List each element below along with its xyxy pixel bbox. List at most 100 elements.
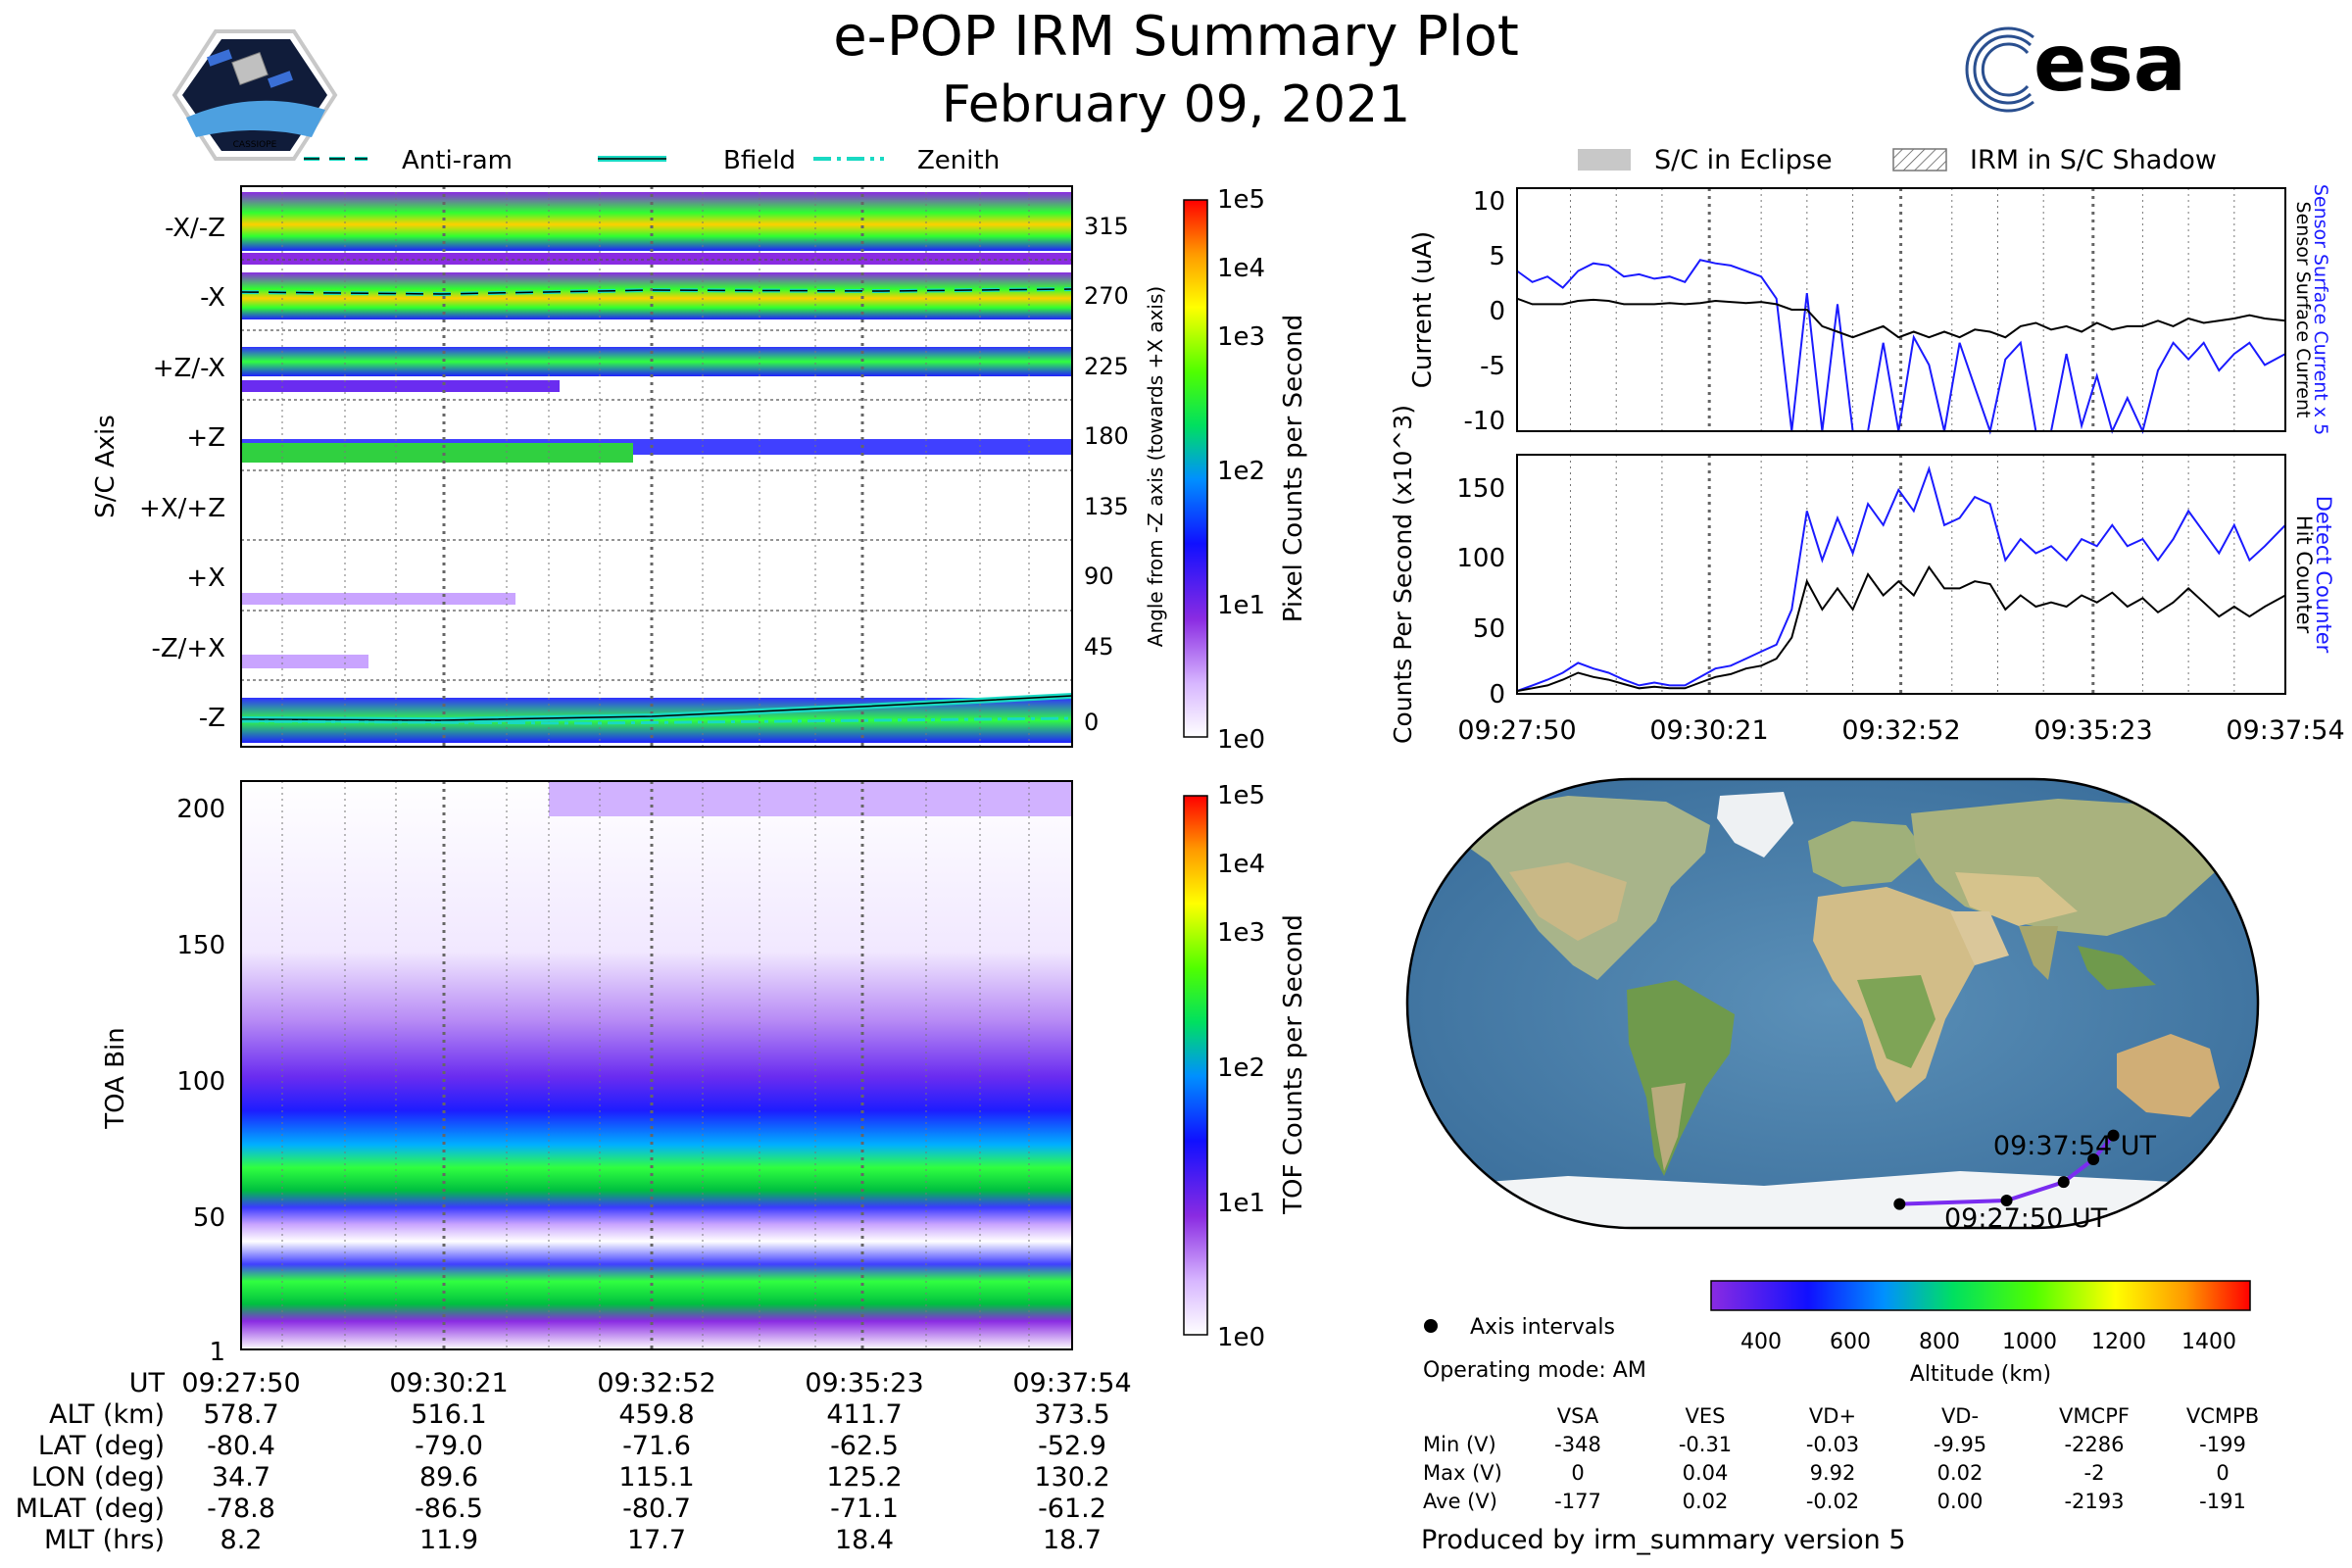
ephem-row-label: MLAT (deg) <box>16 1494 165 1524</box>
pixel-cb-tick-1e5: 1e5 <box>1217 185 1265 215</box>
angle-tick-315: 315 <box>1084 213 1129 240</box>
axis-label-xpz: +X/+Z <box>139 494 225 523</box>
axis-label-mzx: -Z/+X <box>151 634 225 663</box>
volt-row-label: Min (V) <box>1423 1433 1496 1456</box>
pixel-cb-tick-1e1: 1e1 <box>1217 591 1265 620</box>
esa-logo: esa <box>1965 18 2186 113</box>
ephem-value: -78.8 <box>207 1494 275 1524</box>
ephem-value: 17.7 <box>627 1525 686 1555</box>
toa-spectrogram <box>240 780 1073 1350</box>
track-point-2 <box>2057 1176 2070 1189</box>
axis-label-px: +X <box>186 564 225 593</box>
legend-eclipse: S/C in Eclipse <box>1654 145 1833 175</box>
legend-zenith: Zenith <box>917 146 1000 175</box>
ephem-value: -71.6 <box>622 1431 691 1461</box>
volt-col-header: VSA <box>1557 1404 1599 1428</box>
volt-col-header: VCMPB <box>2186 1404 2259 1428</box>
counts-plot: 150 100 50 0 Counts Per Second (x10^3) D… <box>1389 405 2335 744</box>
current-right-label-black: Sensor Surface Current <box>2292 202 2314 418</box>
volt-value: -2286 <box>2064 1433 2124 1456</box>
volt-value: 0 <box>2216 1461 2229 1485</box>
ut-label: UT <box>129 1368 166 1398</box>
volt-col-header: VD- <box>1941 1404 1979 1428</box>
axis-label-mz: -Z <box>199 704 225 733</box>
ephem-row-label: MLT (hrs) <box>44 1525 165 1555</box>
pixel-cb-label: Pixel Counts per Second <box>1279 315 1308 623</box>
ut-time-4: 09:37:54 <box>1012 1368 1131 1398</box>
current-tick-m10: -10 <box>1464 407 1505 436</box>
ephem-value: 125.2 <box>826 1462 902 1493</box>
volt-col-header: VMCPF <box>2059 1404 2130 1428</box>
track-end-label: 09:37:54 UT <box>1993 1131 2157 1161</box>
ut-time-3: 09:35:23 <box>805 1368 923 1398</box>
ephem-value: 578.7 <box>203 1399 278 1430</box>
current-tick-0: 0 <box>1489 297 1505 326</box>
ephem-value: 459.8 <box>618 1399 694 1430</box>
ut-time-2: 09:32:52 <box>597 1368 715 1398</box>
counts-time-3: 09:35:23 <box>2034 715 2152 746</box>
toa-tick-150: 150 <box>176 931 225 960</box>
ephem-value: 516.1 <box>411 1399 486 1430</box>
volt-value: 0.00 <box>1937 1490 1984 1513</box>
track-point-0 <box>1893 1198 1906 1210</box>
ephem-value: 115.1 <box>618 1462 694 1493</box>
alt-cb-label: Altitude (km) <box>1910 1362 2051 1387</box>
angle-tick-45: 45 <box>1084 633 1114 661</box>
alt-tick-600: 600 <box>1830 1330 1871 1354</box>
toa-tick-50: 50 <box>193 1203 225 1233</box>
legend-bfield: Bfield <box>723 146 796 175</box>
alt-tick-1000: 1000 <box>2002 1330 2057 1354</box>
toa-tick-200: 200 <box>176 795 225 824</box>
page-subtitle: February 09, 2021 <box>942 75 1411 134</box>
tof-cb-tick-1e3: 1e3 <box>1217 918 1265 948</box>
angle-tick-90: 90 <box>1084 563 1114 590</box>
pixel-cb-tick-1e4: 1e4 <box>1217 254 1265 283</box>
alt-tick-800: 800 <box>1919 1330 1960 1354</box>
counts-axis-label: Counts Per Second (x10^3) <box>1389 405 1417 744</box>
volt-value: 0.04 <box>1683 1461 1729 1485</box>
ephem-row-label: LON (deg) <box>31 1462 165 1493</box>
ephem-value: 130.2 <box>1034 1462 1109 1493</box>
volt-value: -9.95 <box>1934 1433 1986 1456</box>
ephem-value: -61.2 <box>1038 1494 1106 1524</box>
cassiope-logo-text: CASSIOPE <box>233 140 277 150</box>
volt-value: 0.02 <box>1683 1490 1729 1513</box>
volt-value: -2193 <box>2064 1490 2124 1513</box>
ephem-value: -80.4 <box>207 1431 275 1461</box>
ephem-value: -52.9 <box>1038 1431 1106 1461</box>
current-right-label-blue: Sensor Surface Current x 5 <box>2310 184 2331 435</box>
ephem-row-label: LAT (deg) <box>38 1431 165 1461</box>
volt-col-header: VD+ <box>1809 1404 1856 1428</box>
volt-value: -0.02 <box>1806 1490 1859 1513</box>
counts-time-1: 09:30:21 <box>1649 715 1768 746</box>
ephem-row-label: ALT (km) <box>49 1399 165 1430</box>
angle-tick-270: 270 <box>1084 282 1129 310</box>
volt-value: 0.02 <box>1937 1461 1984 1485</box>
axis-interval-marker <box>1424 1319 1438 1333</box>
counts-right-label-blue: Detect Counter <box>2312 496 2335 654</box>
ephem-value: 373.5 <box>1034 1399 1109 1430</box>
volt-value: -177 <box>1554 1490 1601 1513</box>
angle-spectrogram <box>240 185 1073 748</box>
volt-value: -199 <box>2199 1433 2246 1456</box>
toa-tick-1: 1 <box>209 1338 225 1367</box>
counts-time-4: 09:37:54 <box>2226 715 2344 746</box>
tof-cb-tick-1e4: 1e4 <box>1217 850 1265 879</box>
ut-time-1: 09:30:21 <box>389 1368 508 1398</box>
counts-tick-0: 0 <box>1489 680 1505 710</box>
axis-label-z: +Z <box>186 423 225 453</box>
pixel-cb-tick-1e0: 1e0 <box>1217 725 1265 755</box>
current-tick-5: 5 <box>1489 242 1505 271</box>
ephem-value: -79.0 <box>415 1431 483 1461</box>
volt-value: 0 <box>1571 1461 1584 1485</box>
axis-label-xz: -X/-Z <box>165 214 225 243</box>
current-axis-label: Current (uA) <box>1408 231 1438 388</box>
track-start-label: 09:27:50 UT <box>1944 1203 2108 1234</box>
ephem-value: 34.7 <box>212 1462 270 1493</box>
current-tick-10: 10 <box>1473 187 1505 217</box>
volt-value: -2 <box>2084 1461 2105 1485</box>
series-line-0 <box>1516 466 2286 693</box>
sc-axis-label: S/C Axis <box>91 415 121 518</box>
ephemeris-table: UT 09:27:50 09:30:21 09:32:52 09:35:23 0… <box>16 1368 1132 1555</box>
